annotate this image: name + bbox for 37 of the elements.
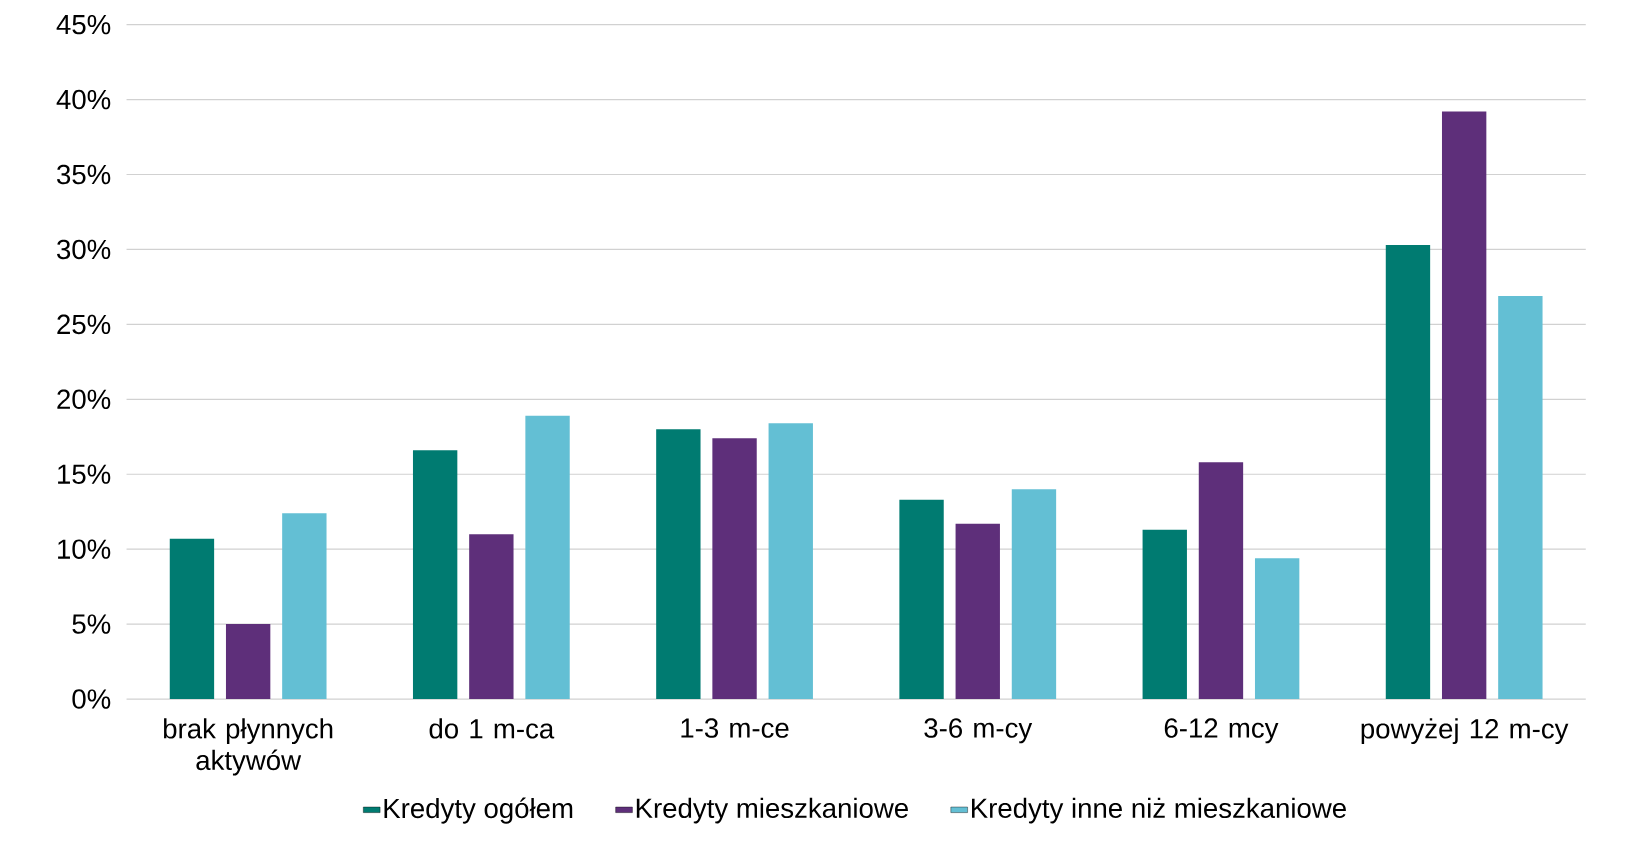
y-tick-label: 5%: [72, 614, 111, 634]
bar: [1254, 558, 1300, 700]
bar: [899, 499, 944, 700]
bar: [1011, 489, 1057, 700]
bar: [712, 438, 757, 700]
bar: [282, 513, 327, 700]
legend-label: Kredyty inne niż mieszkaniowe: [972, 797, 1346, 824]
x-tick-label: 1-3 m-ce: [681, 718, 789, 738]
bar: [656, 429, 701, 700]
y-tick-label: 10%: [58, 539, 111, 559]
y-tick-label: 0%: [72, 689, 111, 709]
bar: [768, 423, 813, 700]
y-tick-label: 20%: [57, 389, 111, 410]
x-tick-label: brak płynnych aktywów: [164, 718, 333, 776]
y-tick-label: 40%: [56, 89, 111, 110]
y-tick-label: 25%: [57, 314, 111, 335]
y-tick-label: 15%: [58, 464, 111, 484]
x-tick-label: 3-6 m-cy: [924, 718, 1033, 744]
x-tick-label: do 1 m-ca: [429, 718, 555, 739]
bar: [469, 534, 514, 700]
bar: [225, 624, 271, 700]
bar: [1441, 111, 1487, 700]
bar: [525, 415, 570, 700]
bar: [169, 538, 215, 700]
bar: [412, 450, 458, 700]
x-tick-label: 6-12 mcy: [1164, 718, 1279, 744]
bar: [1198, 462, 1244, 700]
bar: [1498, 295, 1543, 700]
x-tick-label: powyżej 12 m-cy: [1361, 718, 1569, 745]
bar: [1142, 529, 1187, 700]
y-tick-label: 35%: [57, 164, 111, 185]
legend-label: Kredyty mieszkaniowe: [636, 797, 908, 824]
legend-label: Kredyty ogółem: [384, 797, 573, 824]
bar: [1385, 244, 1431, 700]
y-tick-label: 30%: [57, 239, 111, 260]
bar: [955, 523, 1000, 700]
y-tick-label: 45%: [56, 14, 111, 35]
